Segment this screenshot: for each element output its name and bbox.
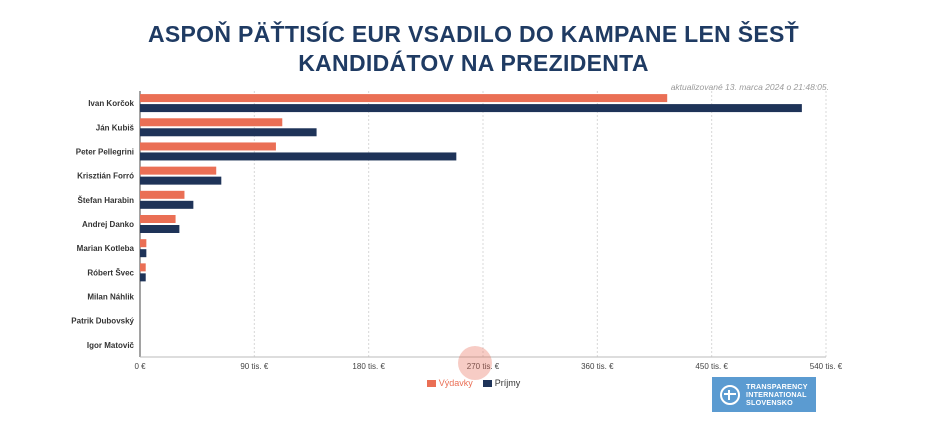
category-label: Patrik Dubovský	[71, 317, 134, 326]
legend-item-vydavky[interactable]: Výdavky	[426, 378, 473, 388]
bar-vydavky	[140, 142, 276, 151]
x-tick-label: 0 €	[134, 362, 146, 371]
category-label: Igor Matovič	[87, 341, 135, 350]
transparency-international-logo[interactable]: TRANSPARENCY INTERNATIONAL SLOVENSKO	[712, 377, 816, 412]
bar-prijmy	[140, 200, 194, 209]
category-label: Róbert Švec	[87, 268, 134, 277]
category-label: Milan Náhlik	[87, 293, 134, 302]
bar-vydavky	[140, 166, 217, 175]
chart-title-line-1: ASPOŇ PÄŤTISÍC EUR VSADILO DO KAMPANE LE…	[147, 21, 800, 47]
bar-vydavky	[140, 118, 283, 127]
legend-swatch-vydavky	[426, 379, 436, 387]
x-tick-label: 540 tis. €	[810, 362, 843, 371]
category-label: Štefan Harabin	[78, 196, 135, 205]
chart-title-line-2: KANDIDÁTOV NA PREZIDENTA	[298, 50, 649, 76]
bar-prijmy	[140, 176, 222, 185]
legend-label-prijmy: Príjmy	[494, 378, 521, 388]
ti-logo-icon	[720, 384, 740, 405]
category-label: Ján Kubiš	[96, 123, 135, 132]
updated-timestamp: aktualizované 13. marca 2024 o 21:48:05.	[670, 82, 829, 92]
bar-vydavky	[140, 263, 146, 272]
x-tick-label: 180 tis. €	[352, 362, 385, 371]
x-tick-label: 360 tis. €	[581, 362, 614, 371]
legend-label-vydavky: Výdavky	[438, 378, 473, 388]
category-label: Ivan Korčok	[88, 99, 134, 108]
bar-vydavky	[140, 239, 147, 248]
watermark-logo-icon	[458, 346, 492, 380]
bar-prijmy	[140, 225, 180, 233]
bar-prijmy	[140, 152, 457, 161]
legend-swatch-prijmy	[482, 379, 492, 387]
logo-line-1: TRANSPARENCY	[746, 381, 808, 391]
legend-item-prijmy[interactable]: Príjmy	[482, 378, 521, 388]
bar-prijmy	[140, 128, 317, 137]
category-label: Krisztián Forró	[77, 172, 134, 181]
x-tick-label: 270 tis. €	[467, 362, 500, 371]
x-tick-label: 450 tis. €	[695, 362, 728, 371]
chart-title: ASPOŇ PÄŤTISÍC EUR VSADILO DO KAMPANE LE…	[0, 20, 947, 78]
bar-prijmy	[140, 104, 802, 113]
bar-vydavky	[140, 94, 668, 103]
chart-legend: Výdavky Príjmy	[0, 378, 947, 388]
bar-vydavky	[140, 190, 185, 199]
logo-line-2: INTERNATIONAL	[746, 389, 807, 399]
category-label: Peter Pellegrini	[76, 147, 134, 156]
logo-text: TRANSPARENCY INTERNATIONAL SLOVENSKO	[746, 381, 808, 407]
logo-line-3: SLOVENSKO	[746, 397, 793, 407]
category-label: Andrej Danko	[82, 220, 134, 229]
x-tick-label: 90 tis. €	[240, 362, 269, 371]
bar-prijmy	[140, 249, 147, 258]
bar-vydavky	[140, 215, 176, 223]
bar-prijmy	[140, 273, 146, 282]
category-label: Marian Kotleba	[77, 244, 135, 253]
